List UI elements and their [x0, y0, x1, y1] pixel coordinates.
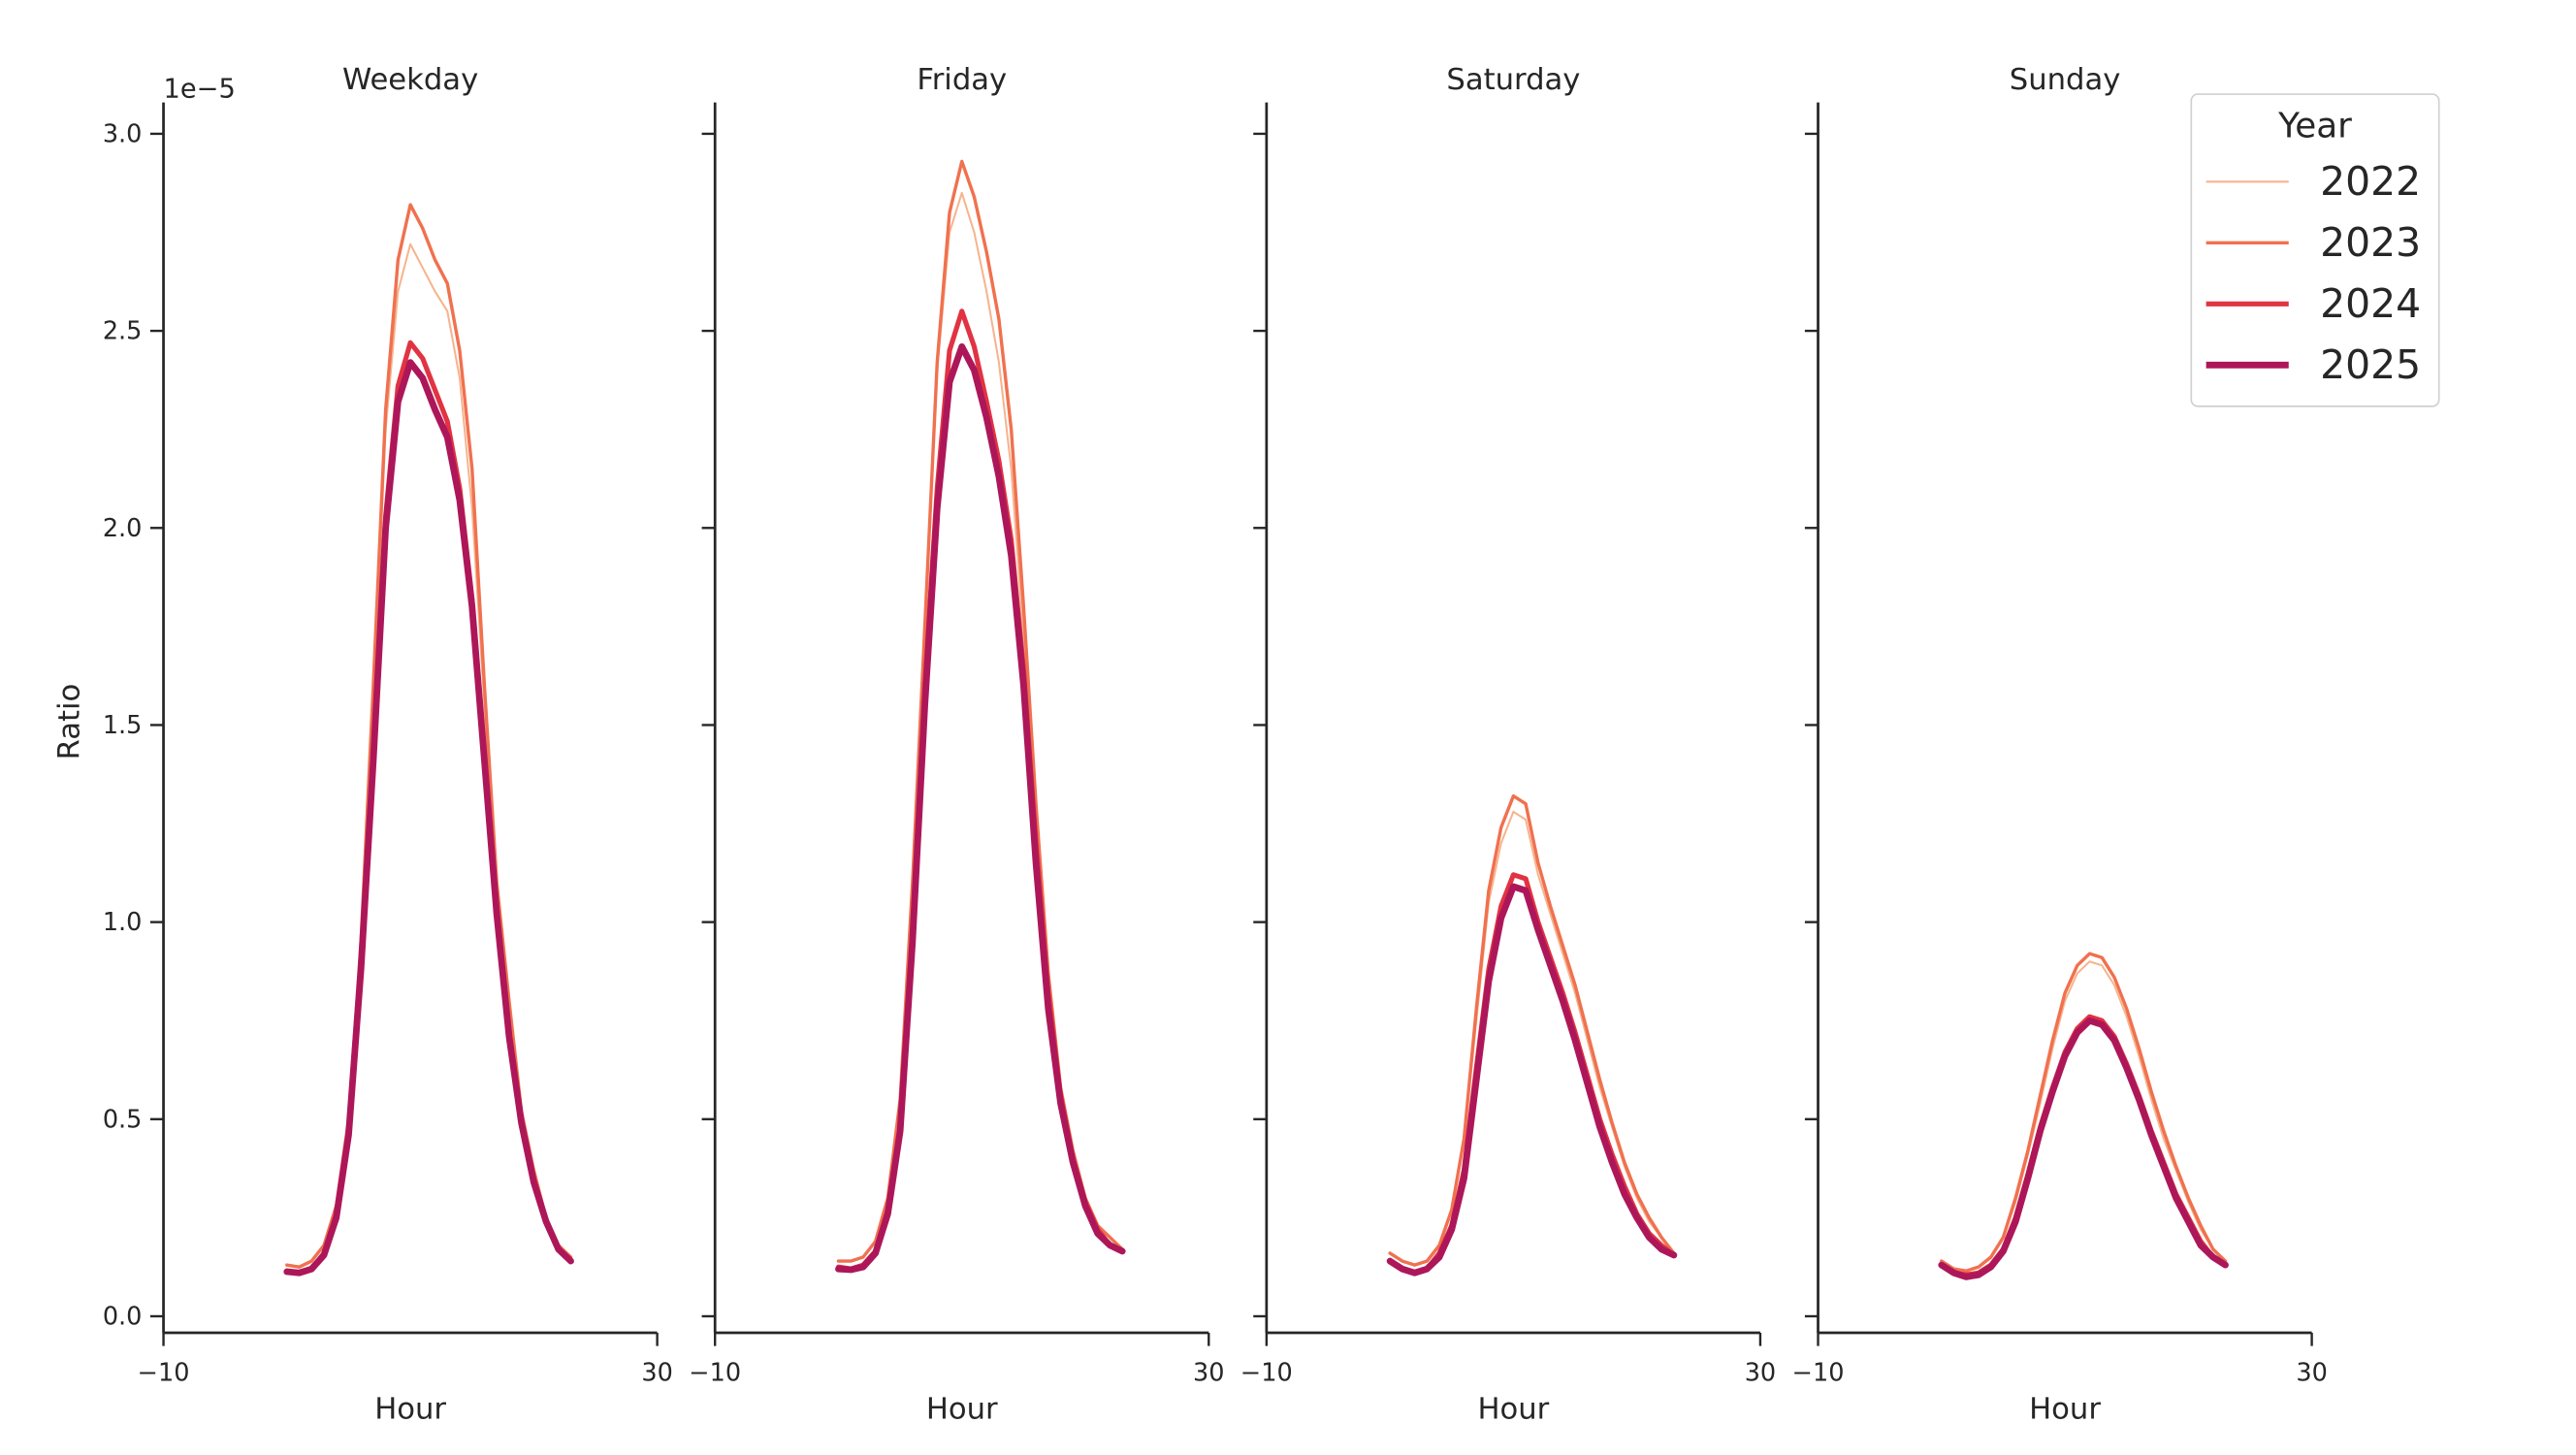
series-line-2024 [284, 340, 574, 1276]
panel-weekday: Weekday 0.0 0.5 1.0 1.5 2.0 2.5 3.0 −10 30 Hour [103, 63, 673, 1427]
legend: Year 2022 2023 2024 2025 [2190, 93, 2440, 407]
series-line-2025 [1386, 883, 1678, 1277]
legend-label-2025: 2025 [2320, 341, 2421, 388]
panel-title: Friday [917, 63, 1007, 97]
panel-title: Saturday [1446, 63, 1580, 97]
series-line-2025 [283, 359, 574, 1277]
x-axis-label: Hour [926, 1393, 998, 1427]
y-axis-label: Ratio [53, 684, 87, 760]
panel-title: Weekday [342, 63, 478, 97]
series-line-2023 [1940, 952, 2228, 1273]
series-line-2022 [1940, 960, 2227, 1273]
x-tick-label: −10 [689, 1358, 741, 1387]
panel-sunday: Sunday −10 30 Hour [1792, 63, 2328, 1427]
x-axis-label: Hour [374, 1393, 446, 1427]
y-tick-label: 2.0 [103, 514, 143, 543]
y-tick-label: 1.5 [103, 711, 143, 740]
legend-title: Year [2277, 106, 2352, 146]
x-tick-label: 30 [2296, 1358, 2327, 1387]
series-line-2023 [836, 159, 1124, 1263]
y-tick-label: 0.0 [103, 1302, 143, 1331]
series-line-2022 [837, 191, 1124, 1263]
legend-label-2024: 2024 [2320, 280, 2421, 327]
series-line-2023 [1388, 793, 1676, 1267]
x-tick-label: 30 [1193, 1358, 1224, 1387]
series-line-2024 [1939, 1014, 2229, 1277]
series-line-2024 [835, 308, 1125, 1272]
x-tick-label: −10 [1792, 1358, 1845, 1387]
series-line-2025 [1938, 1017, 2229, 1280]
legend-box [2190, 93, 2440, 407]
x-tick-label: −10 [138, 1358, 190, 1387]
legend-label-2023: 2023 [2320, 219, 2421, 266]
y-offset-label: 1e−5 [164, 74, 236, 104]
panel-friday: Friday −10 30 Hour [689, 63, 1224, 1427]
series-line-2023 [285, 203, 573, 1269]
series-line-2025 [835, 342, 1126, 1274]
y-tick-label: 1.0 [103, 908, 143, 937]
y-tick-label: 2.5 [103, 317, 143, 346]
panel-title: Sunday [2010, 63, 2121, 97]
x-tick-label: 30 [1745, 1358, 1776, 1387]
x-axis-label: Hour [1478, 1393, 1550, 1427]
y-tick-label: 0.5 [103, 1105, 143, 1134]
x-axis-label: Hour [2029, 1393, 2101, 1427]
x-tick-label: 30 [641, 1358, 672, 1387]
legend-label-2022: 2022 [2320, 158, 2421, 205]
x-tick-label: −10 [1240, 1358, 1293, 1387]
y-tick-label: 3.0 [103, 119, 143, 148]
panel-saturday: Saturday −10 30 Hour [1240, 63, 1776, 1427]
